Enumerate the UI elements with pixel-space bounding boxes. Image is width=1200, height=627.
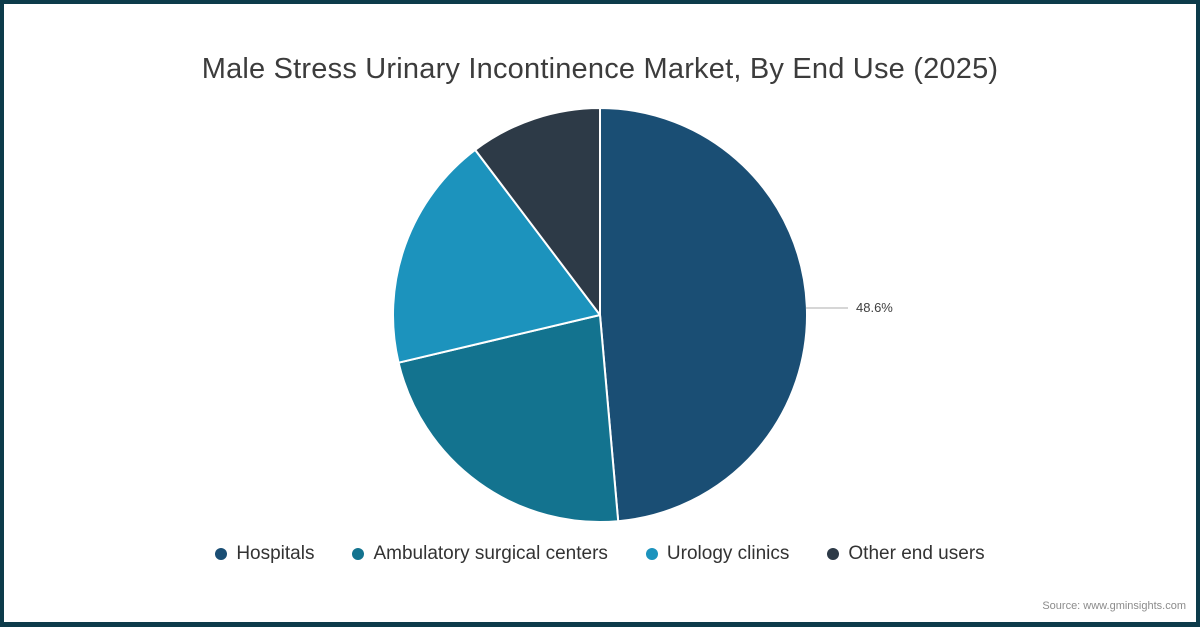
pie-slice-ambulatory-surgical-centers — [397, 314, 620, 523]
legend-marker-icon — [352, 548, 365, 560]
legend-item-ambulatory-surgical-centers[interactable]: Ambulatory surgical centers — [352, 543, 608, 565]
legend-label: Hospitals — [236, 543, 315, 564]
chart-title: Male Stress Urinary Incontinence Market,… — [201, 53, 999, 85]
legend-label: Other end users — [848, 543, 985, 564]
source-attribution: Source: www.gminsights.com — [1042, 600, 1186, 612]
pie-slice-hospitals — [599, 107, 808, 523]
legend-label: Ambulatory surgical centers — [373, 543, 608, 564]
legend-marker-icon — [827, 548, 840, 560]
pie-chart — [392, 107, 808, 523]
legend-item-other-end-users[interactable]: Other end users — [827, 543, 985, 565]
legend: Hospitals Ambulatory surgical centers Ur… — [0, 543, 1200, 565]
pie-slice-other-end-users — [474, 107, 601, 316]
legend-marker-icon — [215, 548, 228, 560]
data-label-hospitals-share: 48.6% — [856, 300, 893, 315]
legend-label: Urology clinics — [666, 543, 790, 564]
legend-marker-icon — [645, 548, 658, 560]
pie-slice-urology-clinics — [392, 148, 601, 364]
data-label-leader-line — [806, 307, 848, 309]
legend-item-urology-clinics[interactable]: Urology clinics — [645, 543, 790, 565]
legend-item-hospitals[interactable]: Hospitals — [215, 543, 314, 565]
